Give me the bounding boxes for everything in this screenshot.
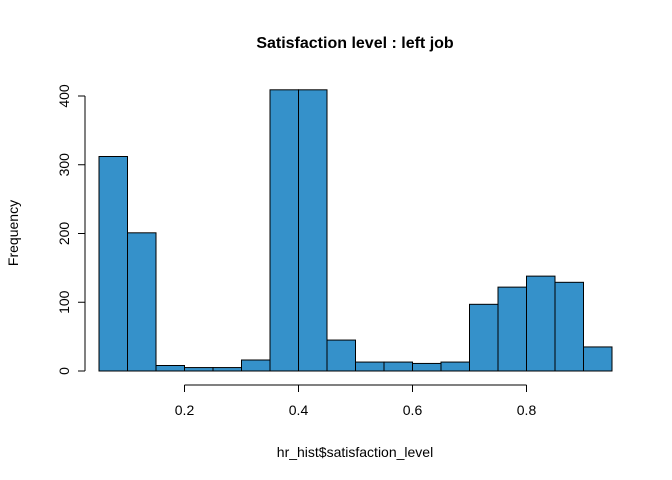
histogram-bar-10 bbox=[383, 361, 413, 372]
y-axis: 0 100 200 300 400 bbox=[56, 84, 86, 375]
histogram-bar-14 bbox=[497, 286, 527, 372]
y-tick-label: 200 bbox=[56, 222, 72, 246]
histogram-bar-8 bbox=[326, 339, 356, 372]
histogram-bar-9 bbox=[355, 361, 385, 372]
x-tick-label: 0.2 bbox=[175, 402, 195, 418]
x-axis: 0.2 0.4 0.6 0.8 bbox=[175, 384, 537, 418]
histogram-bar-2 bbox=[155, 365, 185, 372]
bars-group bbox=[98, 89, 613, 372]
y-tick-label: 300 bbox=[56, 153, 72, 177]
histogram-bar-7 bbox=[298, 89, 328, 372]
histogram-bar-1 bbox=[127, 232, 157, 372]
histogram-bar-6 bbox=[269, 89, 299, 372]
histogram-bar-12 bbox=[440, 361, 470, 372]
histogram-bar-16 bbox=[554, 281, 584, 372]
x-tick-label: 0.8 bbox=[517, 402, 537, 418]
y-tick-label: 0 bbox=[56, 367, 72, 375]
x-axis-label: hr_hist$satisfaction_level bbox=[277, 444, 433, 460]
y-tick-label: 100 bbox=[56, 290, 72, 314]
x-tick-label: 0.6 bbox=[403, 402, 423, 418]
histogram-bar-5 bbox=[241, 359, 271, 372]
histogram-bar-4 bbox=[212, 367, 242, 372]
histogram-bar-11 bbox=[412, 362, 442, 372]
histogram-bar-15 bbox=[526, 275, 556, 372]
y-tick-label: 400 bbox=[56, 84, 72, 108]
x-tick-label: 0.4 bbox=[289, 402, 309, 418]
histogram-bar-3 bbox=[184, 367, 214, 372]
histogram-bar-0 bbox=[98, 156, 128, 372]
histogram-bar-17 bbox=[583, 346, 613, 372]
y-axis-label: Frequency bbox=[5, 200, 21, 266]
chart-title: Satisfaction level : left job bbox=[256, 35, 454, 52]
histogram-bar-13 bbox=[469, 303, 499, 372]
